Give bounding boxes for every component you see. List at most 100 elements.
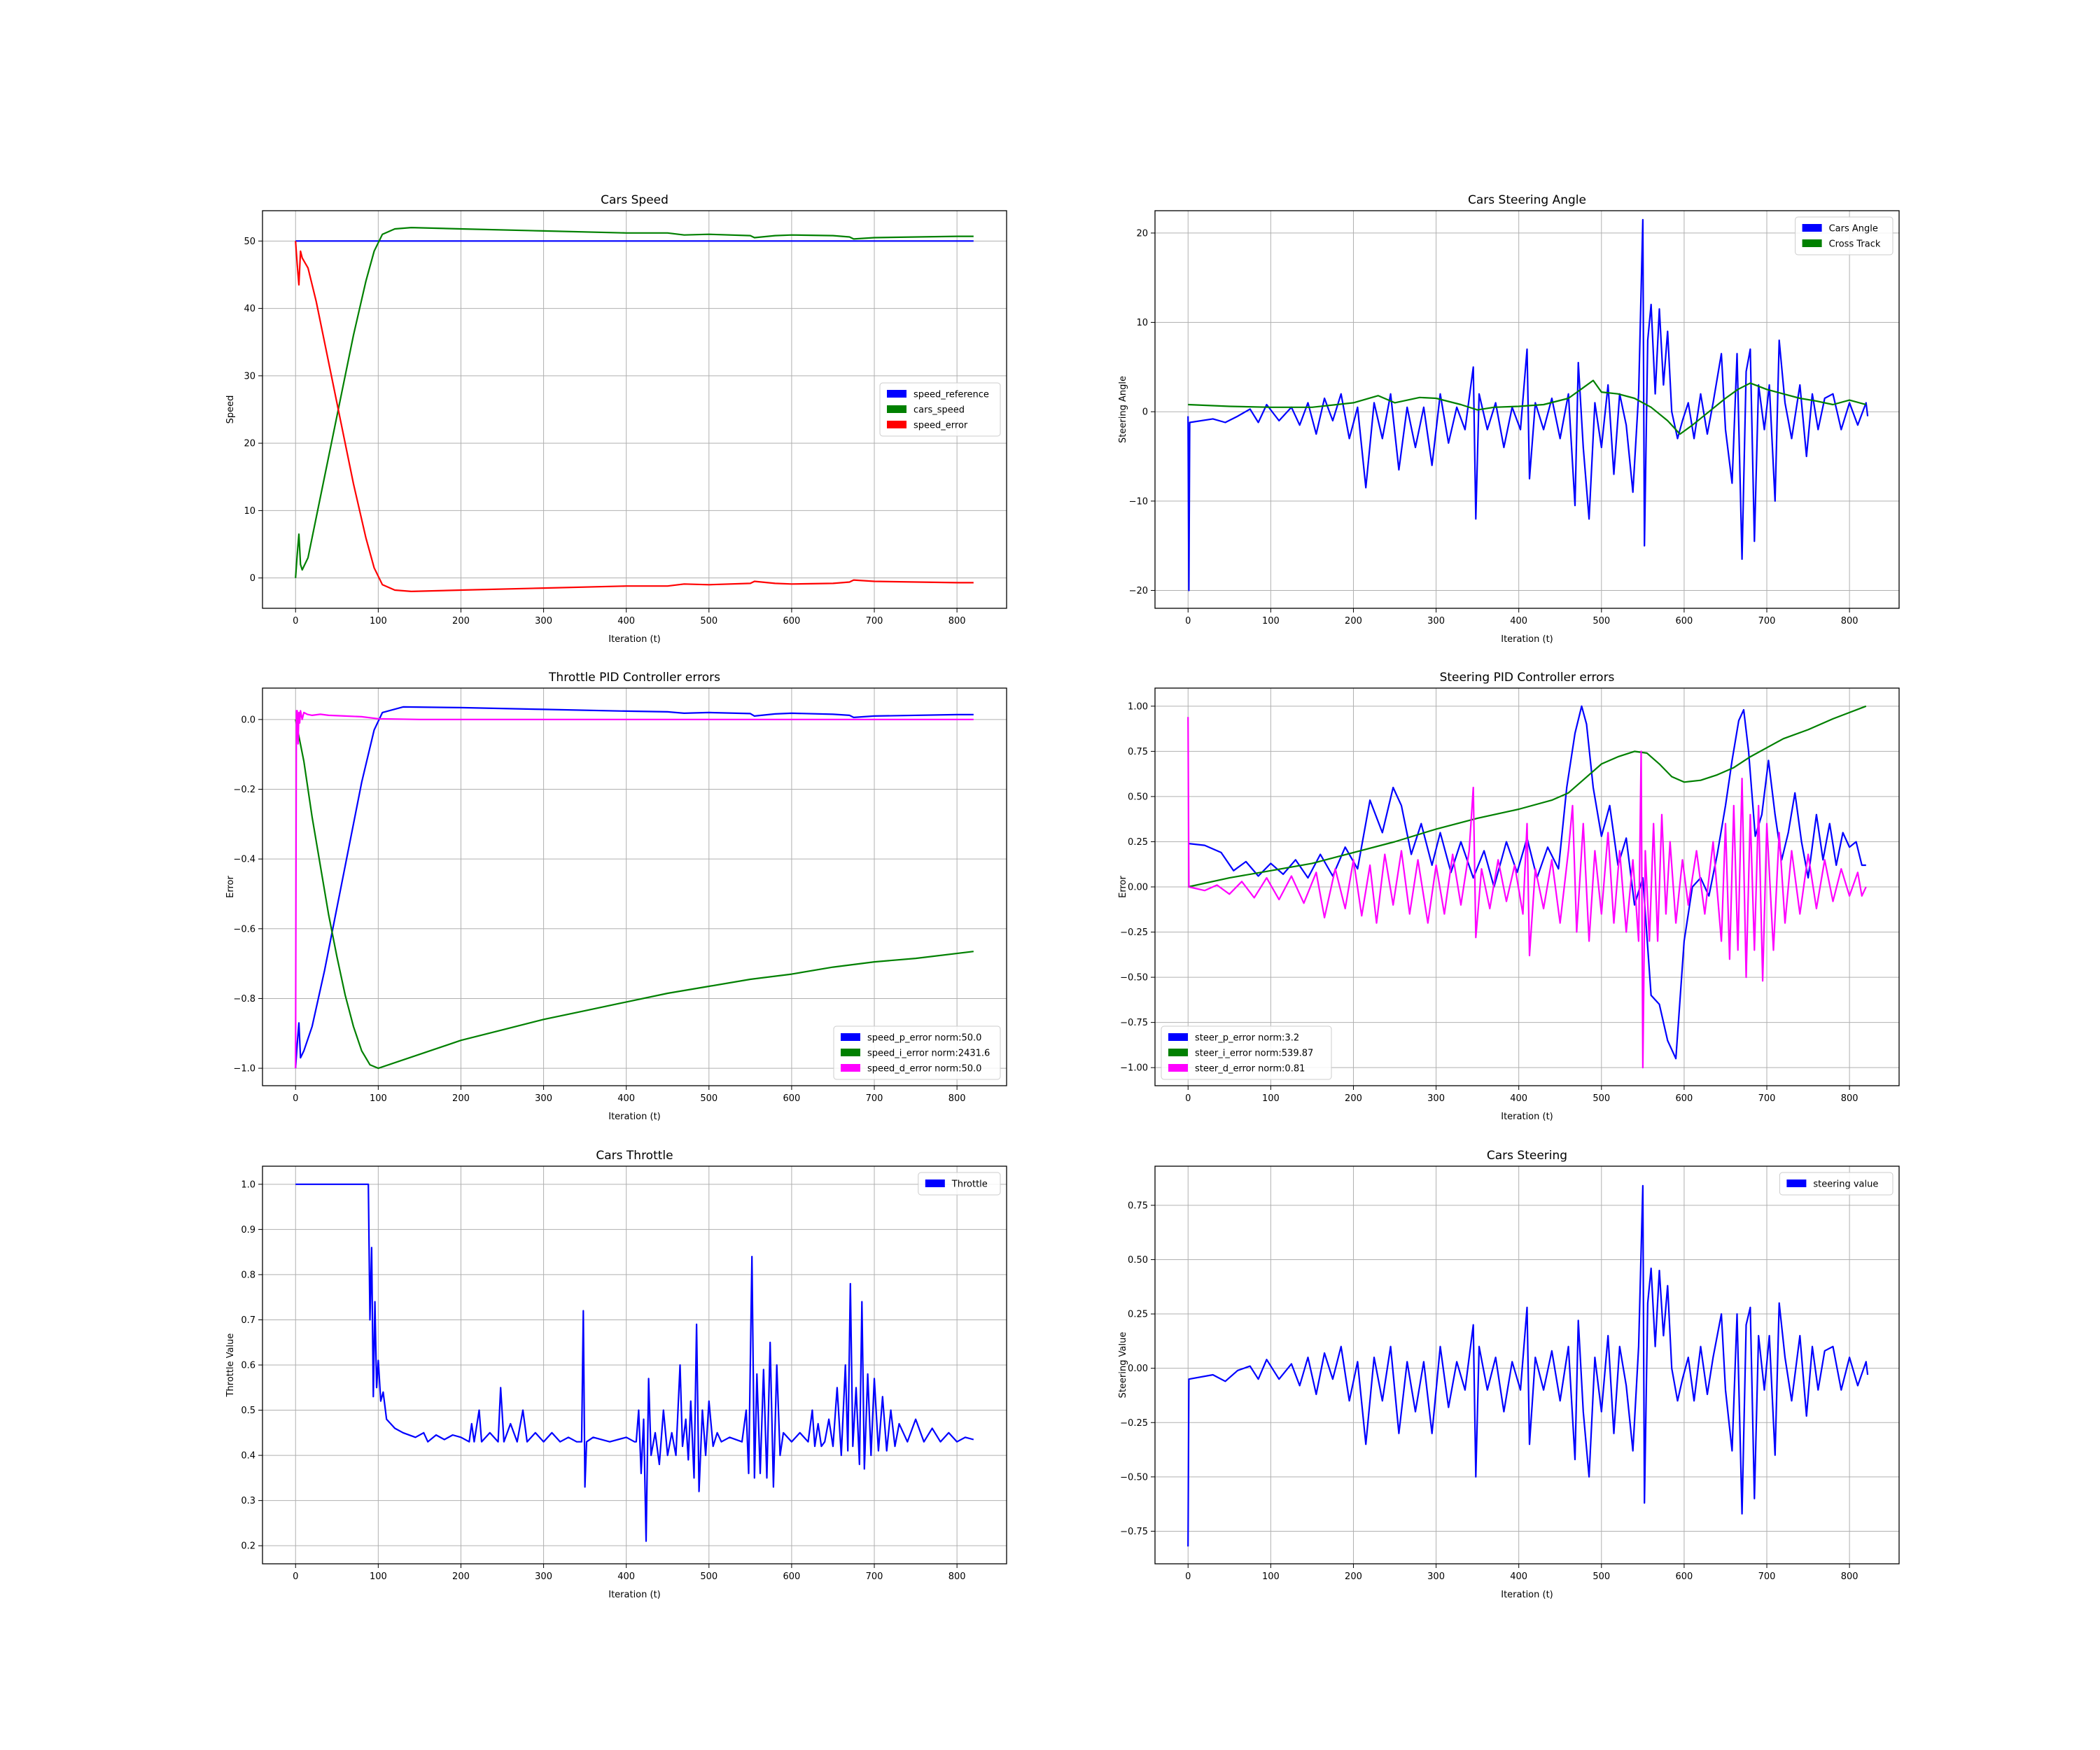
legend-entry-label: steering value <box>1813 1180 1878 1190</box>
x-tick-label: 200 <box>1345 1572 1362 1582</box>
chart-cars-speed: Cars Speed Iteration (t) Speed 0 100 200 30… <box>225 193 1007 645</box>
legend-entry-label: speed_p_error norm:50.0 <box>867 1033 981 1044</box>
y-tick-label: −1.0 <box>233 1064 255 1074</box>
chart-steering-pid-errors: Steering PID Controller errors Iteration… <box>1118 671 1900 1122</box>
x-tick-label: 200 <box>452 616 470 626</box>
y-tick-label: 0.50 <box>1128 1255 1148 1266</box>
x-tick-label: 600 <box>783 1572 800 1582</box>
y-tick-label: 0.0 <box>241 715 255 725</box>
legend-swatch <box>925 1180 945 1187</box>
legend-entry-label: speed_i_error norm:2431.6 <box>867 1049 990 1059</box>
y-tick-label: 0.50 <box>1128 792 1148 802</box>
legend-box <box>918 1172 1001 1196</box>
y-tick-label: −0.75 <box>1120 1018 1148 1028</box>
legend-entry-label: speed_d_error norm:50.0 <box>867 1064 981 1074</box>
legend-swatch <box>1168 1033 1188 1041</box>
x-axis-label: Iteration (t) <box>608 1112 661 1122</box>
chart-title: Steering PID Controller errors <box>1440 671 1615 685</box>
legend-swatch <box>887 421 906 428</box>
legend-swatch <box>1786 1180 1807 1187</box>
x-axis-label: Iteration (t) <box>1501 1112 1553 1122</box>
x-tick-label: 300 <box>1427 1093 1445 1104</box>
y-tick-label: 10 <box>244 506 255 517</box>
legend-entry-label: speed_error <box>913 421 968 431</box>
x-tick-label: 100 <box>370 1093 387 1104</box>
y-tick-label: 0.00 <box>1128 1364 1148 1374</box>
chart-cars-steering-angle: Cars Steering Angle Iteration (t) Steeri… <box>1118 193 1900 645</box>
y-tick-label: −0.25 <box>1120 927 1148 938</box>
chart-cars-steering: Cars Steering Iteration (t) Steering Val… <box>1118 1149 1900 1600</box>
x-tick-label: 400 <box>1510 1572 1527 1582</box>
x-tick-label: 700 <box>866 616 883 626</box>
x-tick-label: 500 <box>1592 616 1610 626</box>
x-tick-label: 200 <box>1345 616 1362 626</box>
legend-swatch <box>841 1049 860 1056</box>
y-tick-label: −0.4 <box>233 855 255 865</box>
plot-frame <box>1154 210 1900 609</box>
plot-frame <box>262 1166 1007 1564</box>
y-tick-label: 0 <box>250 573 255 584</box>
x-tick-label: 800 <box>1841 616 1858 626</box>
plot-frame <box>262 687 1007 1086</box>
y-axis-label: Error <box>1118 876 1128 898</box>
legend-entry-label: Cross Track <box>1829 239 1881 250</box>
legend-entry-label: Cars Angle <box>1829 224 1878 234</box>
y-tick-label: 10 <box>1136 318 1148 328</box>
y-tick-label: 40 <box>244 304 255 314</box>
series-line <box>295 719 974 1070</box>
series-line <box>1187 705 1867 888</box>
y-tick-label: −0.6 <box>233 924 255 934</box>
x-tick-label: 700 <box>866 1093 883 1104</box>
chart-title: Cars Steering Angle <box>1468 193 1586 207</box>
x-tick-label: 700 <box>866 1572 883 1582</box>
y-tick-label: −10 <box>1129 496 1148 507</box>
x-axis-label: Iteration (t) <box>1501 1590 1553 1600</box>
y-tick-label: 0.3 <box>241 1496 255 1506</box>
x-tick-label: 800 <box>948 1572 966 1582</box>
x-tick-label: 200 <box>452 1093 470 1104</box>
y-axis-label: Steering Angle <box>1118 376 1128 443</box>
x-tick-label: 300 <box>1427 1572 1445 1582</box>
legend-swatch <box>887 390 906 398</box>
x-tick-label: 600 <box>1675 1572 1693 1582</box>
chart-title: Cars Throttle <box>596 1149 673 1163</box>
y-tick-label: −0.50 <box>1120 1472 1148 1483</box>
y-tick-label: 30 <box>244 371 255 382</box>
x-tick-label: 500 <box>700 1093 718 1104</box>
legend-swatch <box>1168 1064 1188 1072</box>
plot-frame <box>1154 687 1900 1086</box>
legend-swatch <box>1802 224 1822 232</box>
x-tick-label: 500 <box>700 616 718 626</box>
x-tick-label: 800 <box>1841 1093 1858 1104</box>
x-tick-label: 400 <box>1510 616 1527 626</box>
legend: speed_p_error norm:50.0 speed_i_error nor… <box>833 1026 1001 1080</box>
y-tick-label: 20 <box>1136 228 1148 239</box>
x-tick-label: 600 <box>1675 616 1693 626</box>
series-line <box>1188 379 1867 435</box>
legend-swatch <box>1168 1049 1188 1056</box>
series-line <box>295 1183 974 1542</box>
y-tick-label: 0.00 <box>1128 883 1148 893</box>
x-tick-label: 800 <box>1841 1572 1858 1582</box>
series-line <box>1188 705 1866 1060</box>
x-tick-label: 700 <box>1758 1572 1776 1582</box>
chart-title: Cars Steering <box>1487 1149 1567 1163</box>
chart-title: Cars Speed <box>601 193 668 207</box>
y-tick-label: 0.25 <box>1128 837 1148 848</box>
legend-entry-label: Throttle <box>951 1180 988 1190</box>
x-tick-label: 500 <box>1592 1572 1610 1582</box>
x-tick-label: 300 <box>535 616 552 626</box>
plot-frame <box>262 210 1007 609</box>
x-tick-label: 800 <box>948 1093 966 1104</box>
x-tick-label: 100 <box>370 616 387 626</box>
y-tick-label: 50 <box>244 237 255 247</box>
x-tick-label: 700 <box>1758 1093 1776 1104</box>
legend: speed_reference cars_speed speed_error <box>879 382 1001 437</box>
x-axis-label: Iteration (t) <box>608 634 661 645</box>
legend: steer_p_error norm:3.2 steer_i_error norm… <box>1161 1026 1332 1080</box>
chart-throttle-pid-errors: Throttle PID Controller errors Iteration… <box>225 671 1007 1122</box>
y-tick-label: 20 <box>244 439 255 449</box>
chart-cars-throttle: Cars Throttle Iteration (t) Throttle Val… <box>225 1149 1007 1600</box>
y-tick-label: 0.5 <box>241 1406 255 1416</box>
legend-entry-label: steer_p_error norm:3.2 <box>1195 1033 1299 1044</box>
